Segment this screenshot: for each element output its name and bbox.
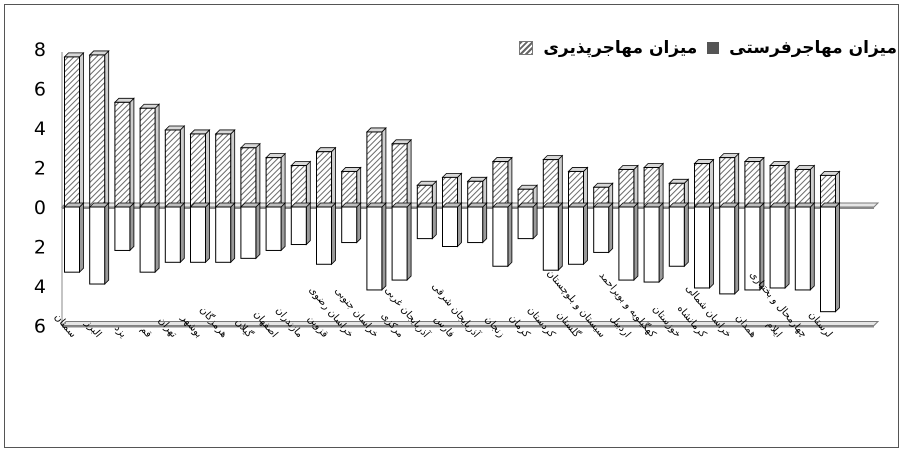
bar-immigration	[693, 158, 715, 208]
bar-immigration	[239, 142, 261, 208]
bar-emigration	[794, 202, 816, 291]
y-tick-label: 2	[34, 237, 46, 259]
bar-immigration	[567, 166, 589, 208]
bar-emigration	[214, 202, 236, 264]
bar-emigration	[265, 202, 287, 252]
bar-emigration	[63, 202, 85, 274]
legend: میزان مهاجرفرستی میزان مهاجرپذیری	[515, 38, 897, 58]
bar-immigration	[643, 162, 665, 208]
bar-emigration	[542, 202, 564, 272]
y-tick-label: 4	[34, 118, 46, 140]
bar-immigration	[189, 128, 211, 208]
y-tick-label: 6	[34, 316, 46, 338]
bar-immigration	[441, 172, 463, 208]
x-tick-label: گیلان	[233, 316, 256, 340]
bar-emigration	[567, 202, 589, 266]
bar-immigration	[542, 154, 564, 208]
legend-swatch-immigration	[519, 41, 534, 55]
bar-emigration	[617, 202, 639, 282]
bar-emigration	[88, 202, 110, 285]
bar-immigration	[340, 166, 362, 208]
bar-emigration	[517, 202, 539, 240]
y-tick-label: 2	[34, 158, 46, 180]
bar-immigration	[517, 184, 539, 208]
bar-immigration	[794, 164, 816, 208]
bar-emigration	[340, 202, 362, 244]
bar-emigration	[769, 202, 791, 289]
bar-emigration	[365, 202, 387, 291]
bar-emigration	[693, 202, 715, 289]
y-tick-label: 8	[34, 39, 46, 61]
bar-emigration	[189, 202, 211, 264]
bar-immigration	[718, 152, 740, 208]
bar-emigration	[290, 202, 312, 246]
bar-emigration	[592, 202, 614, 254]
bar-immigration	[164, 125, 186, 208]
legend-swatch-emigration	[707, 42, 720, 54]
legend-label-immigration: میزان مهاجرپذیری	[543, 38, 698, 58]
bar-immigration	[416, 180, 438, 208]
bar-immigration	[63, 51, 85, 208]
bar-immigration	[139, 103, 161, 208]
bar-emigration	[743, 202, 765, 291]
legend-label-emigration: میزان مهاجرفرستی	[729, 38, 897, 58]
bar-emigration	[164, 202, 186, 264]
bar-immigration	[391, 138, 413, 208]
bar-emigration	[315, 202, 337, 266]
bar-immigration	[365, 126, 387, 208]
bar-immigration	[466, 176, 488, 208]
bar-emigration	[416, 202, 438, 240]
bar-immigration	[88, 49, 110, 208]
bar-emigration	[668, 202, 690, 268]
y-tick-label: 4	[34, 276, 46, 298]
bar-emigration	[491, 202, 513, 268]
bar-emigration	[466, 202, 488, 244]
bar-emigration	[239, 202, 261, 260]
bar-emigration	[819, 202, 841, 313]
bar-immigration	[113, 97, 135, 208]
bar-immigration	[592, 182, 614, 208]
y-tick-label: 6	[34, 79, 46, 101]
bar-immigration	[265, 152, 287, 208]
bar-immigration	[214, 128, 236, 208]
y-tick-label: 0	[34, 197, 46, 219]
bar-immigration	[315, 146, 337, 208]
x-tick-label: آذربایجان شرقی	[429, 280, 483, 341]
bar-emigration	[113, 202, 135, 252]
bar-emigration	[139, 202, 161, 274]
x-tick-label: تهران	[156, 315, 179, 340]
bar-immigration	[290, 160, 312, 208]
bar-immigration	[769, 160, 791, 208]
bar-emigration	[718, 202, 740, 295]
bar-emigration	[441, 202, 463, 248]
x-tick-label: آذربایجان غربی	[382, 284, 433, 341]
bar-immigration	[743, 156, 765, 208]
x-tick-label: البرز	[82, 317, 103, 340]
bar-immigration	[491, 156, 513, 208]
bar-emigration	[643, 202, 665, 284]
bar-immigration	[819, 170, 841, 208]
bar-emigration	[391, 202, 413, 282]
bar-immigration	[617, 164, 639, 208]
